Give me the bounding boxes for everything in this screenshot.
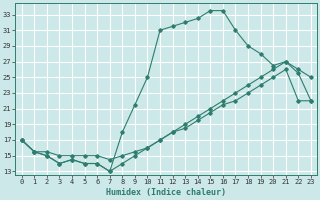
- X-axis label: Humidex (Indice chaleur): Humidex (Indice chaleur): [106, 188, 226, 197]
